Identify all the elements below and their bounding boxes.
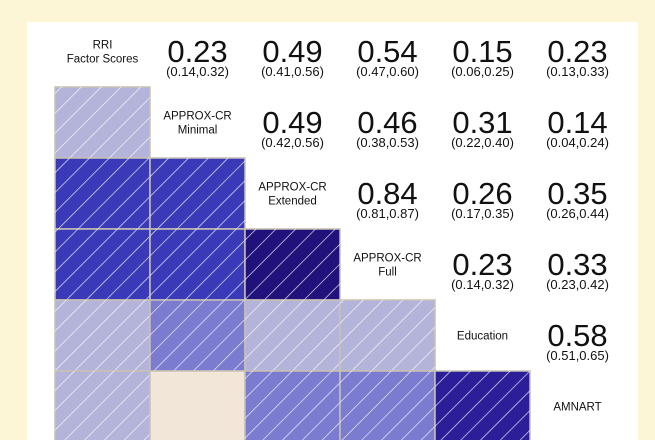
confidence-interval: (0.04,0.24) xyxy=(546,135,609,150)
correlation-value: 0.84 xyxy=(357,176,417,211)
variable-label: Education xyxy=(457,331,508,343)
correlation-value: 0.33 xyxy=(547,247,607,282)
heatmap-cell-hatch xyxy=(150,158,245,229)
correlation-value: 0.35 xyxy=(547,176,607,211)
correlation-value: 0.23 xyxy=(452,247,512,282)
heatmap-cell-hatch xyxy=(435,371,530,440)
heatmap-cell-hatch xyxy=(55,229,150,300)
variable-label: RRI Factor Scores xyxy=(67,40,139,66)
heatmap-cell-hatch xyxy=(55,87,150,158)
confidence-interval: (0.13,0.33) xyxy=(546,64,609,79)
confidence-interval: (0.14,0.32) xyxy=(166,64,229,79)
heatmap-cell xyxy=(149,370,246,440)
heatmap-cell-hatch xyxy=(245,300,340,371)
variable-label: APPROX-CR Full xyxy=(353,253,421,279)
heatmap-cell-hatch xyxy=(150,229,245,300)
confidence-interval: (0.42,0.56) xyxy=(261,135,324,150)
heatmap-cell-hatch xyxy=(340,300,435,371)
correlation-matrix-panel: RRI Factor Scores APPROX-CR Minimal APPROX-C… xyxy=(27,22,638,440)
confidence-interval: (0.22,0.40) xyxy=(451,135,514,150)
heatmap-cell-hatch xyxy=(55,158,150,229)
confidence-interval: (0.26,0.44) xyxy=(546,206,609,221)
confidence-interval: (0.41,0.56) xyxy=(261,64,324,79)
correlation-heatmap: RRI Factor Scores APPROX-CR Minimal APPROX-C… xyxy=(54,34,609,440)
correlation-value: 0.26 xyxy=(452,176,512,211)
correlation-value: 0.23 xyxy=(167,34,227,69)
heatmap-cell-hatch xyxy=(55,371,150,440)
confidence-interval: (0.06,0.25) xyxy=(451,64,514,79)
confidence-interval: (0.38,0.53) xyxy=(356,135,419,150)
correlation-value: 0.46 xyxy=(357,105,417,140)
heatmap-cell-hatch xyxy=(340,371,435,440)
variable-label: AMNART xyxy=(553,402,601,414)
confidence-interval: (0.17,0.35) xyxy=(451,206,514,221)
heatmap-cell-hatch xyxy=(245,371,340,440)
confidence-interval: (0.81,0.87) xyxy=(356,206,419,221)
correlation-value: 0.15 xyxy=(452,34,512,69)
correlation-value: 0.54 xyxy=(357,34,417,69)
correlation-value: 0.49 xyxy=(262,105,322,140)
confidence-interval: (0.23,0.42) xyxy=(546,277,609,292)
correlation-value: 0.58 xyxy=(547,318,607,353)
confidence-interval: (0.14,0.32) xyxy=(451,277,514,292)
confidence-interval: (0.47,0.60) xyxy=(356,64,419,79)
correlation-value: 0.14 xyxy=(547,105,607,140)
confidence-interval: (0.51,0.65) xyxy=(546,348,609,363)
correlation-value: 0.31 xyxy=(452,105,512,140)
correlation-value: 0.23 xyxy=(547,34,607,69)
heatmap-cell-hatch xyxy=(245,229,340,300)
variable-label: APPROX-CR Minimal xyxy=(163,111,231,137)
heatmap-cell-hatch xyxy=(150,300,245,371)
variable-label: APPROX-CR Extended xyxy=(258,182,326,208)
heatmap-cell-hatch xyxy=(55,300,150,371)
correlation-value: 0.49 xyxy=(262,34,322,69)
